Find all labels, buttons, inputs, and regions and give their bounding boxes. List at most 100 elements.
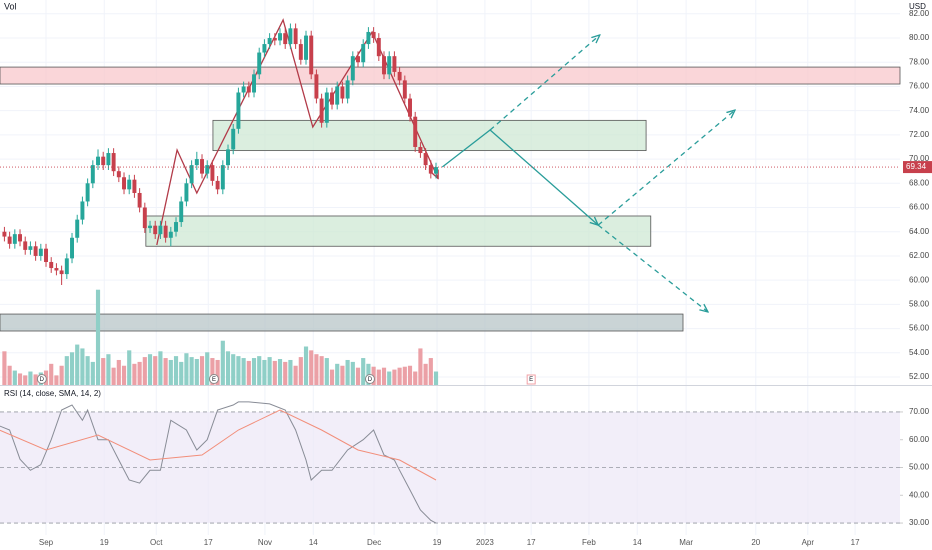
candle-body [257,52,262,75]
volume-bar [319,356,324,385]
volume-bar [184,353,189,385]
y-tick-label: 72.00 [909,130,930,139]
candle-body [371,31,376,39]
candle-body [132,179,137,193]
candle-body [127,179,132,190]
y-tick-label: 30.00 [909,518,930,527]
volume-bar [194,359,199,385]
volume-bar [309,350,314,385]
volume-bar [80,348,85,385]
event-marker [364,374,375,384]
candle-body [23,241,28,250]
volume-bar [376,369,381,385]
volume-bar [64,356,69,385]
candle-body [350,56,355,81]
volume-bar [33,374,38,385]
candle-body [304,35,308,60]
candle-body [428,165,433,174]
candle-body [387,56,392,75]
candle-body [272,38,277,41]
volume-bar [158,351,163,385]
x-tick-label: Feb [582,538,596,547]
candle-body [163,225,168,238]
candle-body [12,234,17,244]
candle-body [283,33,288,45]
candle-body [168,231,173,238]
volume-bar [298,357,303,385]
candle-body [330,92,334,105]
event-label: D [368,377,373,383]
y-tick-label: 54.00 [909,348,930,357]
candle-body [376,38,381,57]
volume-bar [220,340,225,385]
candle-body [408,98,412,117]
candle-body [80,201,85,220]
volume-bar [387,371,392,385]
candle-body [44,248,48,262]
candle-body [356,56,360,63]
candle-body [90,165,95,184]
volume-bar [350,361,355,385]
volume-bar [179,361,184,385]
volume-bar [407,365,413,385]
volume-bar [392,369,397,385]
currency-label: USD [909,2,926,11]
volume-bar [137,361,142,385]
candle-body [96,156,100,166]
zone [0,313,684,332]
volume-bar [49,363,54,385]
volume-bar [17,373,23,385]
candle-body [288,28,293,45]
volume-bar [127,350,132,385]
volume-bar [101,358,106,385]
volume-bar [210,358,215,385]
y-tick-label: 50.00 [909,463,930,472]
volume-bar [199,356,205,385]
candle-body [241,86,246,93]
zone [0,66,901,85]
volume-bar [355,367,361,385]
event-marker [208,374,219,384]
volume-bar [257,356,262,385]
volume-bar [335,363,340,385]
candle-body [179,201,184,223]
volume-bar [153,356,158,385]
candle-body [205,165,210,174]
volume-bar [251,358,257,385]
x-tick-label: 14 [633,538,642,547]
candle-body [148,225,152,229]
volume-bar [106,354,111,385]
candle-body [319,98,324,123]
volume-bar [423,363,428,385]
volume-bar [163,358,168,385]
candle-body [122,177,126,190]
volume-bar [246,360,251,385]
volume-bar [402,366,407,385]
candle-body [366,31,371,45]
candle-body [278,33,282,41]
volume-bar [433,371,439,385]
volume-bar [345,359,350,385]
volume-bar [132,363,137,385]
candle-body [54,268,59,271]
y-tick-label: 78.00 [909,57,930,66]
y-tick-label: 60.00 [909,435,930,444]
volume-bar [116,359,121,385]
volume-bar [173,356,179,385]
candle-body [142,207,147,229]
x-tick-label: Sep [39,538,54,547]
y-tick-label: 64.00 [909,227,930,236]
y-tick-label: 58.00 [909,299,930,308]
candle-body [2,231,7,237]
candle-body [236,92,241,129]
candle-body [18,234,22,242]
volume-bar [324,358,329,385]
candle-body [220,165,225,190]
candle-body [267,38,272,45]
volume-bar [428,358,433,385]
rsi-line [0,409,437,481]
volume-bar [75,344,80,385]
x-tick-label: 2023 [476,538,494,547]
volume-bar [267,357,272,385]
